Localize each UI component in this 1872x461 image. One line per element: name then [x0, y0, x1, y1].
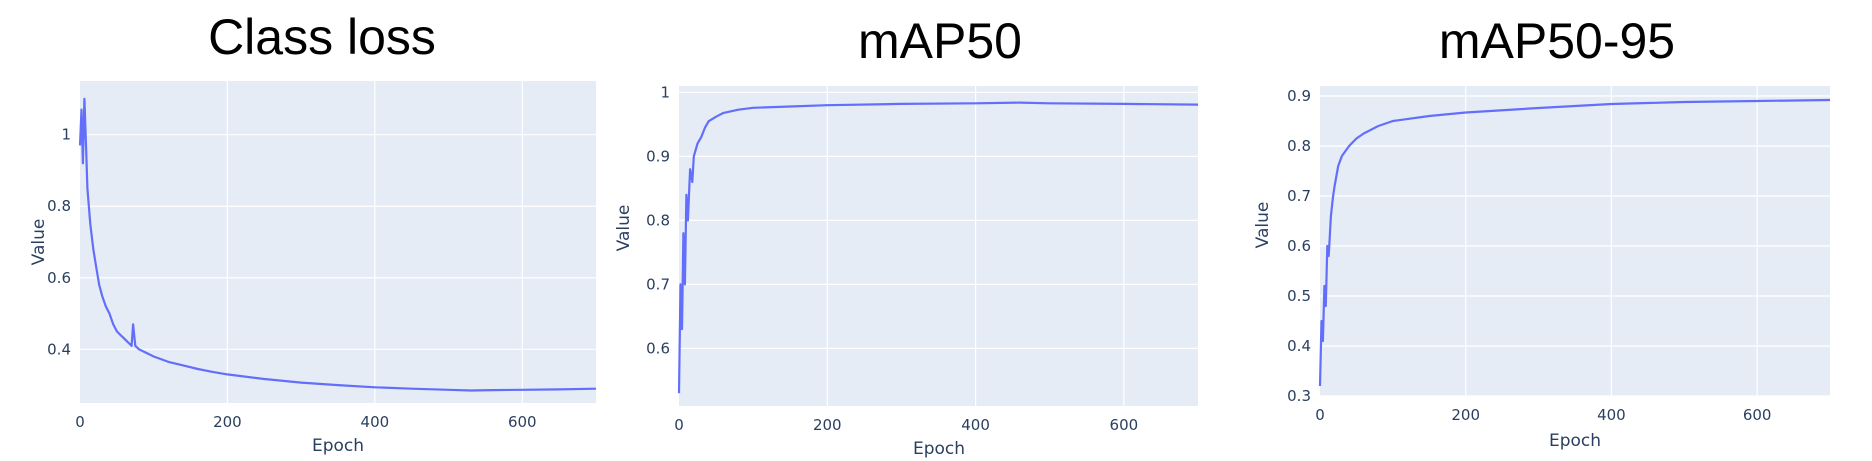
x-tick-label: 0	[1315, 406, 1325, 424]
y-tick-label: 0.8	[47, 197, 71, 215]
grid	[679, 86, 1198, 406]
x-tick-label: 400	[361, 413, 390, 431]
y-tick-label: 0.4	[1287, 337, 1311, 355]
y-tick-label: 0.5	[1287, 287, 1311, 305]
chart-title: mAP50	[858, 13, 1022, 69]
grid	[1320, 86, 1830, 397]
x-tick-label: 200	[213, 413, 242, 431]
y-tick-label: 0.9	[646, 147, 670, 165]
series-line	[677, 101, 1199, 394]
series-layer	[78, 97, 597, 392]
chart-title: mAP50-95	[1439, 13, 1675, 69]
y-tick-label: 0.6	[47, 269, 71, 287]
y-tick-label: 0.3	[1287, 387, 1311, 405]
x-tick-label: 200	[813, 416, 842, 434]
x-axis-label: Epoch	[1549, 431, 1601, 451]
y-tick-label: 1	[61, 126, 71, 144]
y-tick-label: 0.7	[646, 275, 670, 293]
series-layer	[677, 101, 1199, 394]
class-loss-panel: Class loss 0 200 400 600 0.4 0.6 0.8 1 Epoch Va…	[29, 9, 597, 456]
plot-area	[80, 81, 596, 403]
series-layer	[1318, 98, 1831, 387]
chart-title: Class loss	[208, 9, 436, 65]
map50-95-panel: mAP50-95 0 200 400 600 0.3 0.4 0.5 0.6 0.7 0.8 0.9…	[1253, 13, 1831, 451]
plot-area	[679, 86, 1198, 406]
x-tick-label: 200	[1451, 406, 1480, 424]
x-tick-label: 400	[1597, 406, 1626, 424]
y-tick-label: 0.6	[646, 339, 670, 357]
x-axis-label: Epoch	[312, 436, 364, 456]
x-tick-label: 600	[1110, 416, 1139, 434]
series-line	[1318, 98, 1831, 387]
x-tick-label: 0	[75, 413, 85, 431]
x-tick-label: 400	[961, 416, 990, 434]
y-tick-label: 0.4	[47, 340, 71, 358]
x-tick-label: 600	[508, 413, 537, 431]
ticks: 0 200 400 600 0.4 0.6 0.8 1	[47, 126, 536, 431]
x-tick-label: 600	[1743, 406, 1772, 424]
grid	[80, 81, 596, 403]
series-line	[78, 97, 597, 392]
ticks: 0 200 400 600 0.6 0.7 0.8 0.9 1	[646, 83, 1138, 434]
y-tick-label: 0.8	[646, 211, 670, 229]
y-tick-label: 0.6	[1287, 237, 1311, 255]
x-axis-label: Epoch	[913, 439, 965, 459]
plot-area	[1320, 86, 1830, 396]
ticks: 0 200 400 600 0.3 0.4 0.5 0.6 0.7 0.8 0.9	[1287, 87, 1771, 424]
y-tick-label: 0.8	[1287, 137, 1311, 155]
y-axis-label: Value	[614, 205, 634, 252]
map50-panel: mAP50 0 200 400 600 0.6 0.7 0.8 0.9 1 Epoch Valu…	[614, 13, 1199, 459]
x-tick-label: 0	[674, 416, 684, 434]
y-axis-label: Value	[1253, 202, 1273, 249]
y-axis-label: Value	[29, 219, 49, 266]
y-tick-label: 0.9	[1287, 87, 1311, 105]
y-tick-label: 0.7	[1287, 187, 1311, 205]
y-tick-label: 1	[660, 83, 670, 101]
